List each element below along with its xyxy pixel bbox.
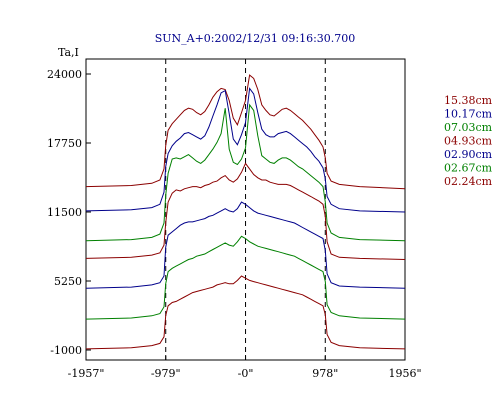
series-line-1 [85,87,406,213]
legend-entry-3: 04.93cm [444,135,493,148]
y-tick-label-1: 17750 [47,137,82,150]
series-line-6 [85,275,406,350]
series-line-0 [85,74,406,190]
x-tick-label-3: 978" [312,367,338,380]
series-line-2 [85,103,406,242]
x-tick-label-1: -979" [151,367,181,380]
x-tick-label-0: -1957" [68,367,105,380]
x-tick-label-2: -0" [238,367,254,380]
vertical-markers [165,59,326,360]
legend-entry-6: 02.24cm [444,175,493,188]
x-tick-label-4: 1956" [388,367,421,380]
series-lines [85,74,406,350]
y-axis-ticks: 24000 17750 11500 5250 -1000 [47,68,91,357]
chart-title: SUN_A+0:2002/12/31 09:16:30.700 [155,32,356,45]
series-line-5 [85,235,406,320]
series-line-3 [85,162,406,260]
x-axis-ticks: -1957" -979" -0" 978" 1956" [68,355,422,380]
y-tick-label-3: 5250 [54,275,82,288]
legend-entry-5: 02.67cm [444,162,493,175]
legend-entry-2: 07.03cm [444,121,493,134]
legend-entry-1: 10.17cm [444,108,493,121]
legend: 15.38cm10.17cm07.03cm04.93cm02.90cm02.67… [444,94,493,188]
series-line-4 [85,201,406,289]
legend-entry-0: 15.38cm [444,94,493,107]
y-tick-label-2: 11500 [47,206,82,219]
y-tick-label-0: 24000 [47,68,82,81]
y-tick-label-4: -1000 [50,344,82,357]
y-axis-label: Ta,I [58,46,79,59]
legend-entry-4: 02.90cm [444,148,493,161]
